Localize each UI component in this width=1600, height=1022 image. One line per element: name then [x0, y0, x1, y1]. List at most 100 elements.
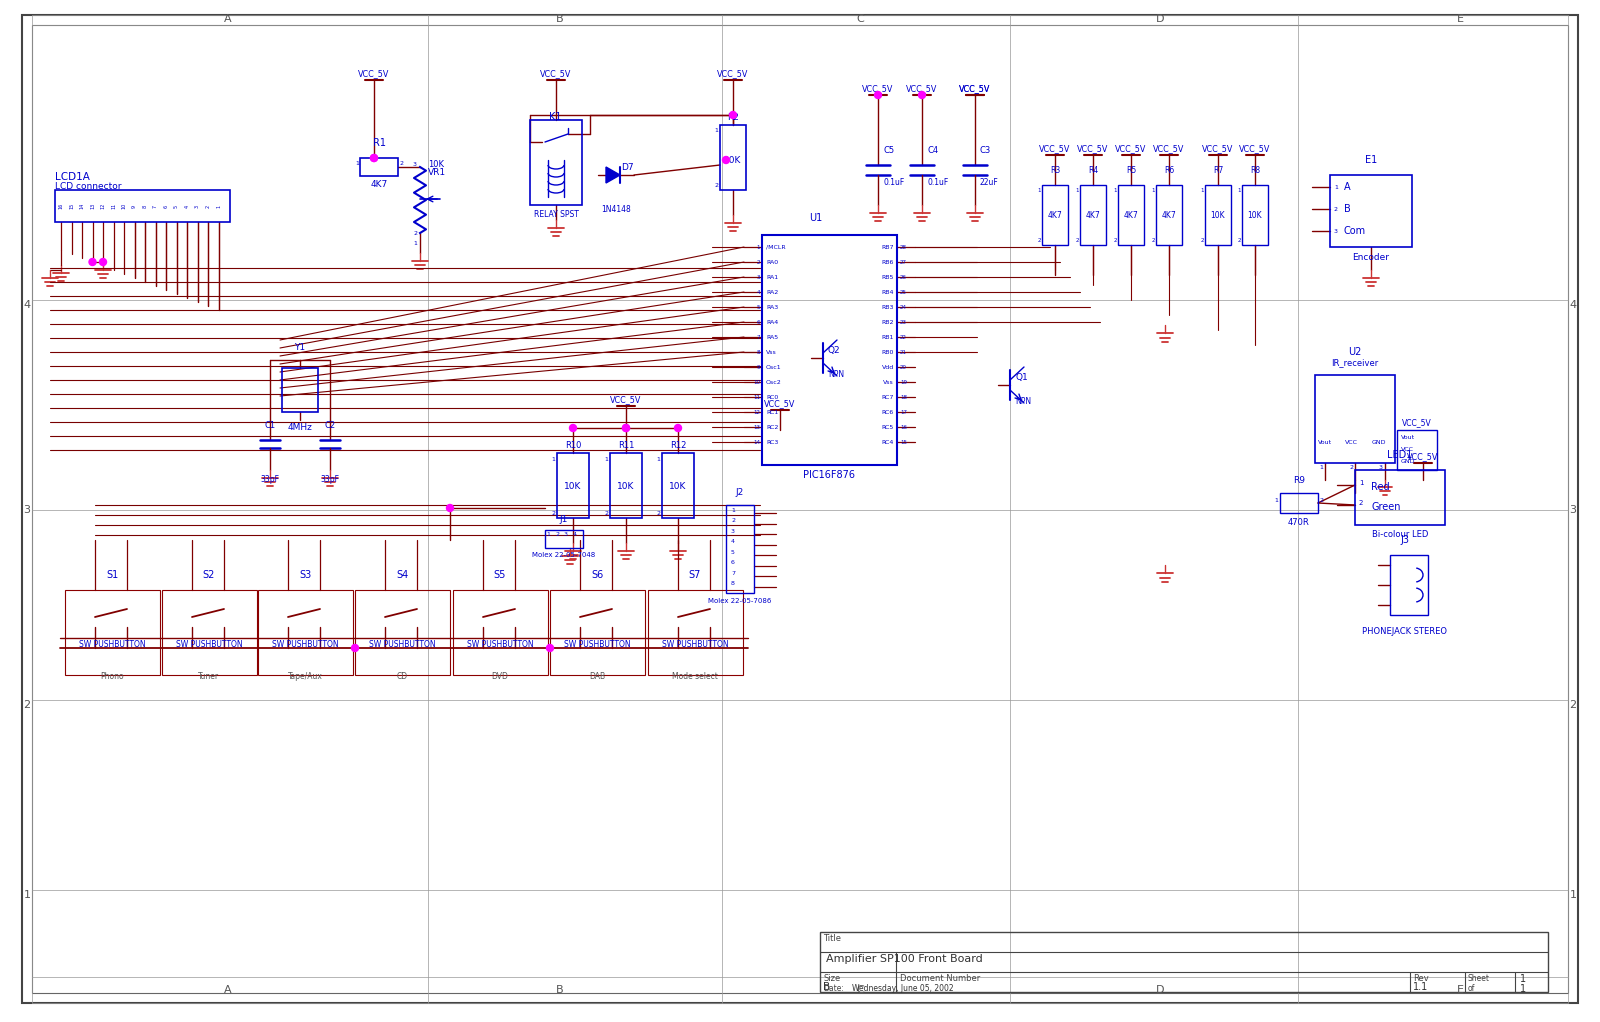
Text: 27: 27 [899, 260, 907, 265]
Text: 2: 2 [550, 511, 555, 516]
Circle shape [675, 424, 682, 431]
Text: 10K: 10K [565, 481, 582, 491]
Text: C4: C4 [926, 146, 938, 155]
Text: RC7: RC7 [882, 394, 894, 400]
Bar [1355, 470, 1445, 525]
Text: R9: R9 [1293, 476, 1306, 485]
Text: 10K: 10K [1211, 211, 1226, 220]
Text: 3: 3 [1379, 465, 1382, 470]
Text: Date:: Date: [822, 984, 843, 993]
Text: 2: 2 [398, 161, 403, 166]
Bar [258, 590, 354, 675]
Text: 13: 13 [754, 424, 760, 429]
Text: R2: R2 [726, 113, 739, 122]
Text: RA2: RA2 [766, 289, 778, 294]
Circle shape [90, 259, 96, 266]
Circle shape [446, 505, 453, 511]
Text: Phono: Phono [101, 672, 123, 681]
Text: Y1: Y1 [294, 343, 306, 352]
Text: 3: 3 [757, 275, 760, 279]
Text: E: E [1456, 14, 1464, 24]
Text: Osc1: Osc1 [766, 365, 782, 370]
Text: 4: 4 [1570, 300, 1576, 310]
Text: 4: 4 [184, 204, 189, 207]
Text: 2: 2 [605, 511, 608, 516]
Text: R4: R4 [1088, 166, 1098, 175]
Bar [762, 235, 898, 465]
Text: VR1: VR1 [429, 168, 446, 177]
Text: Q1: Q1 [1014, 373, 1027, 382]
Text: RB3: RB3 [882, 305, 894, 310]
Text: RB1: RB1 [882, 334, 894, 339]
Text: RC1: RC1 [766, 410, 778, 415]
Text: 2: 2 [656, 511, 661, 516]
Text: 20: 20 [899, 365, 907, 370]
Text: /MCLR: /MCLR [766, 244, 786, 249]
Text: 1: 1 [1334, 185, 1338, 189]
Text: S1: S1 [106, 570, 118, 580]
Circle shape [371, 154, 378, 161]
Text: Size: Size [822, 974, 840, 983]
Text: 1: 1 [1237, 188, 1242, 193]
Text: 8: 8 [757, 350, 760, 355]
Text: 2: 2 [1358, 500, 1363, 506]
Bar [1242, 185, 1267, 245]
Text: 3: 3 [1570, 505, 1576, 515]
Text: 6: 6 [757, 320, 760, 325]
Bar [546, 530, 582, 548]
Text: 3: 3 [1334, 229, 1338, 233]
Text: 3: 3 [413, 162, 418, 167]
Text: 6: 6 [731, 560, 734, 565]
Text: 1: 1 [731, 508, 734, 512]
Text: 4: 4 [24, 300, 30, 310]
Text: R8: R8 [1250, 166, 1261, 175]
Text: 3: 3 [195, 204, 200, 207]
Text: 1: 1 [216, 204, 221, 207]
Text: 1: 1 [355, 161, 358, 166]
Text: VCC: VCC [1346, 440, 1358, 445]
Bar [1155, 185, 1182, 245]
Text: 1: 1 [546, 531, 550, 537]
Text: 14: 14 [80, 203, 85, 210]
Text: 3: 3 [565, 531, 568, 537]
Text: 2: 2 [555, 531, 558, 537]
Text: D: D [1155, 14, 1165, 24]
Text: 2: 2 [1200, 238, 1205, 243]
Text: NPN: NPN [1014, 397, 1030, 406]
Text: C2: C2 [325, 421, 336, 430]
Text: 2: 2 [1152, 238, 1155, 243]
Text: RB2: RB2 [882, 320, 894, 325]
Bar [1205, 185, 1230, 245]
Text: R5: R5 [1126, 166, 1136, 175]
Text: of: of [1469, 984, 1475, 993]
Text: VCC_5V: VCC_5V [862, 84, 894, 93]
Text: S7: S7 [690, 570, 701, 580]
Text: Mode select: Mode select [672, 672, 718, 681]
Text: Q2: Q2 [829, 346, 840, 355]
Text: RB6: RB6 [882, 260, 894, 265]
Text: VCC_5V: VCC_5V [1240, 144, 1270, 153]
Text: R10: R10 [565, 442, 581, 450]
Bar [530, 120, 582, 205]
Text: 12: 12 [754, 410, 760, 415]
Text: 1: 1 [413, 241, 418, 246]
Text: Green: Green [1371, 502, 1400, 512]
Text: 8: 8 [731, 580, 734, 586]
Text: 10: 10 [754, 379, 760, 384]
Text: Rev: Rev [1413, 974, 1429, 983]
Text: 4K7: 4K7 [1048, 211, 1062, 220]
Text: 1: 1 [1274, 498, 1278, 503]
Text: Vout: Vout [1318, 440, 1333, 445]
Text: 5: 5 [174, 204, 179, 207]
Text: 2: 2 [24, 700, 30, 710]
Text: VCC_5V: VCC_5V [1154, 144, 1184, 153]
Bar [610, 453, 642, 518]
Text: Vout: Vout [1402, 435, 1414, 440]
Text: 24: 24 [899, 305, 907, 310]
Text: 1: 1 [1152, 188, 1155, 193]
Text: RC3: RC3 [766, 439, 778, 445]
Text: VCC_5V: VCC_5V [1408, 452, 1438, 461]
Text: 1: 1 [24, 890, 30, 900]
Bar [1315, 375, 1395, 463]
Text: SW PUSHBUTTON: SW PUSHBUTTON [662, 640, 728, 649]
